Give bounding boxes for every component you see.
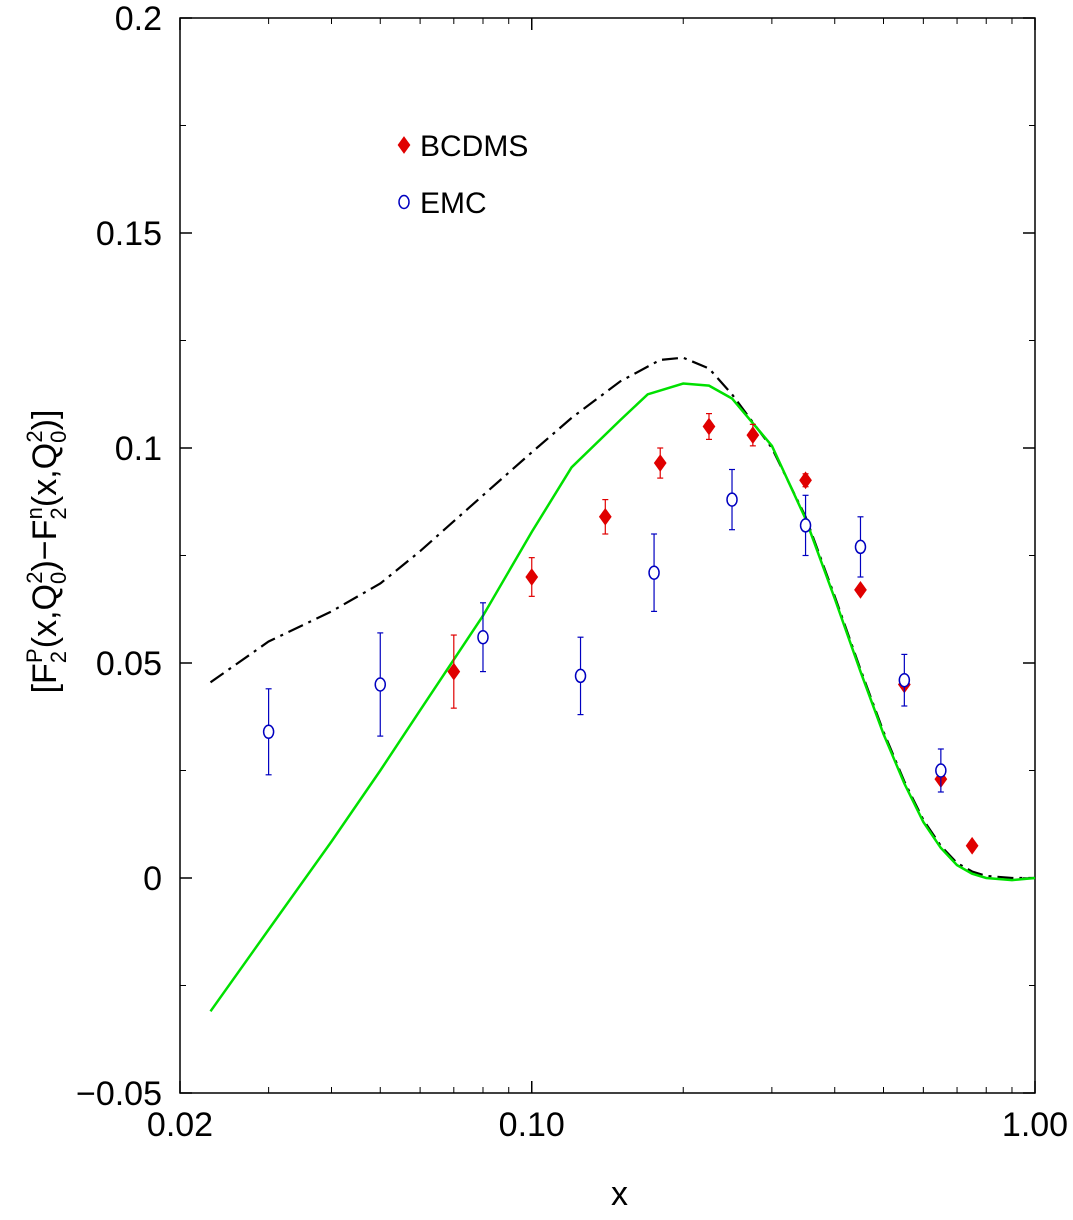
axis-titles: x [F2P(x,Q02)−F2n(x,Q02)] xyxy=(22,410,628,1213)
y-axis-title-part: n xyxy=(22,507,47,519)
legend-label: BCDMS xyxy=(420,130,528,163)
data-points xyxy=(262,413,979,855)
y-axis-title-part: )] xyxy=(26,410,64,431)
data-point xyxy=(854,581,867,599)
y-axis-title-part: (x,Q xyxy=(26,443,64,507)
model-curves xyxy=(209,356,1036,1013)
y-axis-title: [F2P(x,Q02)−F2n(x,Q02)] xyxy=(22,410,71,694)
data-point xyxy=(653,454,667,472)
series-bcdms xyxy=(447,413,979,855)
axis-ticks: −0.05 0 0.05 0.1 0.15 0.2 0.02 0.10 1.00 xyxy=(76,0,1068,1144)
y-tick-label: 0 xyxy=(143,860,162,898)
x-axis-title: x xyxy=(611,1175,628,1213)
data-point xyxy=(374,677,387,692)
legend-entry: BCDMS xyxy=(397,130,528,163)
y-tick-label: 0.05 xyxy=(96,645,162,683)
y-axis-title-part: 2 xyxy=(46,651,71,663)
x-tick-label: 0.02 xyxy=(147,1106,213,1144)
data-point xyxy=(965,836,979,855)
y-axis-title-part: 2 xyxy=(46,507,71,519)
series-emc xyxy=(262,468,947,793)
y-axis-title-part: P xyxy=(22,648,47,663)
data-point xyxy=(854,539,867,555)
data-point xyxy=(746,426,760,444)
y-tick-label: 0.2 xyxy=(115,0,162,38)
legend-label: EMC xyxy=(420,187,487,220)
data-point xyxy=(935,763,947,778)
y-tick-label: 0.1 xyxy=(115,430,162,468)
data-point xyxy=(898,672,911,688)
data-point xyxy=(702,417,716,436)
y-axis-title-part: 2 xyxy=(22,572,47,584)
data-point xyxy=(447,662,461,681)
y-tick-label: −0.05 xyxy=(76,1075,162,1113)
data-point xyxy=(799,471,812,490)
y-axis-title-part: 0 xyxy=(46,431,71,443)
y-axis-title-part: )−F xyxy=(26,520,64,572)
data-point xyxy=(574,668,587,684)
legend-marker xyxy=(397,136,411,154)
plot-area-border xyxy=(179,17,1036,1094)
y-axis-title-part: 0 xyxy=(46,572,71,584)
model-curve-solid xyxy=(209,382,1036,1013)
x-tick-label: 0.10 xyxy=(499,1106,565,1144)
y-axis-title-part: (x,Q xyxy=(26,584,64,648)
data-point xyxy=(525,568,539,586)
y-tick-label: 0.15 xyxy=(96,215,162,253)
plot-frame xyxy=(179,17,1036,1094)
x-tick-label: 1.00 xyxy=(1002,1106,1068,1144)
legend-entry: EMC xyxy=(398,187,487,220)
y-axis-title-part: 2 xyxy=(22,430,47,442)
data-point xyxy=(648,565,660,580)
data-point xyxy=(726,492,738,507)
data-point xyxy=(262,724,275,740)
data-point xyxy=(799,518,812,533)
data-point xyxy=(598,507,612,526)
data-point xyxy=(477,629,489,645)
y-axis-title-part: [F xyxy=(26,663,64,693)
legend-marker xyxy=(398,194,410,210)
legend: BCDMS EMC xyxy=(397,130,528,220)
